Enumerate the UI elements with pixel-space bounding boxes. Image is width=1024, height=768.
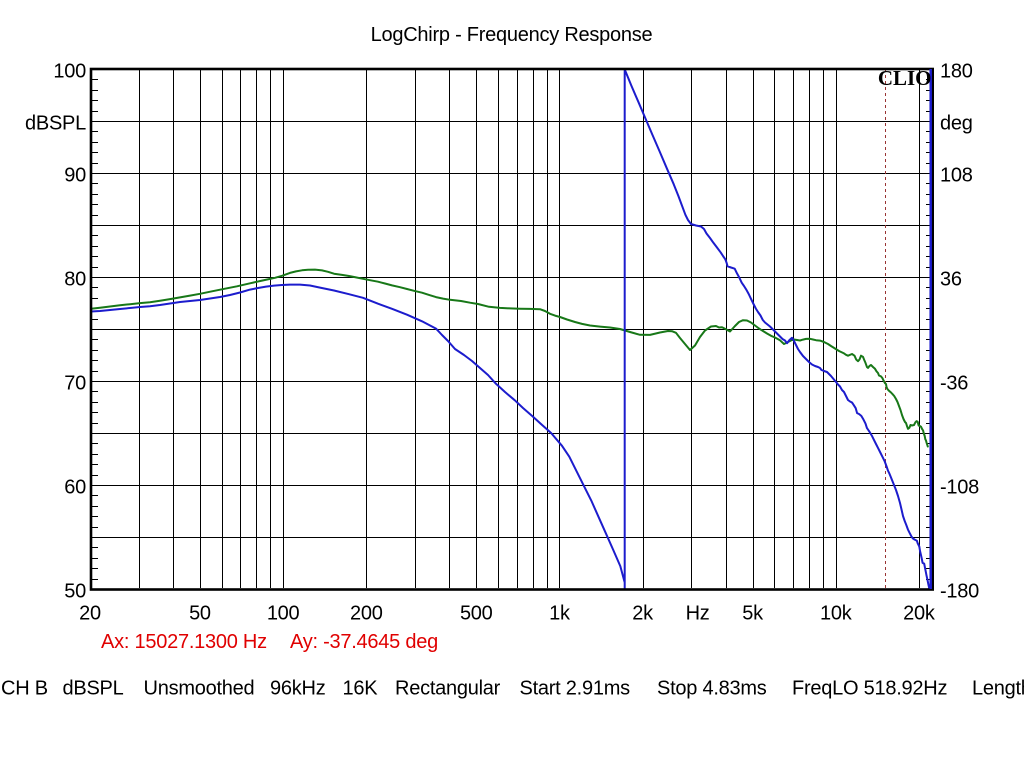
svg-text:CH B: CH B	[1, 678, 48, 700]
svg-text:dBSPL: dBSPL	[25, 113, 86, 135]
svg-text:-36: -36	[940, 373, 968, 395]
svg-text:LogChirp - Frequency Response: LogChirp - Frequency Response	[371, 24, 653, 46]
svg-text:20k: 20k	[903, 603, 936, 625]
svg-text:108: 108	[940, 165, 973, 187]
svg-text:100: 100	[267, 603, 300, 625]
svg-text:1k: 1k	[549, 603, 571, 625]
svg-text:60: 60	[64, 477, 86, 499]
svg-text:180: 180	[940, 61, 973, 83]
svg-text:20: 20	[79, 603, 101, 625]
svg-text:50: 50	[64, 581, 86, 603]
svg-text:2k: 2k	[632, 603, 654, 625]
svg-text:36: 36	[940, 269, 962, 291]
svg-text:CLIO: CLIO	[878, 66, 932, 90]
svg-text:Unsmoothed: Unsmoothed	[144, 678, 255, 700]
svg-text:100: 100	[53, 61, 86, 83]
svg-text:10k: 10k	[820, 603, 853, 625]
svg-text:Hz: Hz	[686, 603, 710, 625]
svg-text:FreqLO 518.92Hz: FreqLO 518.92Hz	[792, 678, 947, 700]
svg-text:500: 500	[460, 603, 493, 625]
svg-text:200: 200	[350, 603, 383, 625]
svg-text:-108: -108	[940, 477, 979, 499]
svg-text:Ay: -37.4645 deg: Ay: -37.4645 deg	[290, 631, 438, 653]
svg-text:Ax: 15027.1300 Hz: Ax: 15027.1300 Hz	[101, 631, 267, 653]
svg-text:Stop 4.83ms: Stop 4.83ms	[657, 678, 767, 700]
svg-text:90: 90	[64, 165, 86, 187]
svg-text:Start 2.91ms: Start 2.91ms	[520, 678, 631, 700]
svg-text:80: 80	[64, 269, 86, 291]
svg-text:deg: deg	[940, 113, 973, 135]
svg-text:Rectangular: Rectangular	[395, 678, 501, 700]
svg-text:16K: 16K	[343, 678, 379, 700]
svg-text:96kHz: 96kHz	[270, 678, 325, 700]
svg-text:Length 341ms: Length 341ms	[972, 678, 1024, 700]
svg-text:-180: -180	[940, 581, 979, 603]
svg-text:5k: 5k	[742, 603, 764, 625]
svg-text:70: 70	[64, 373, 86, 395]
svg-text:dBSPL: dBSPL	[63, 678, 124, 700]
svg-text:50: 50	[189, 603, 211, 625]
